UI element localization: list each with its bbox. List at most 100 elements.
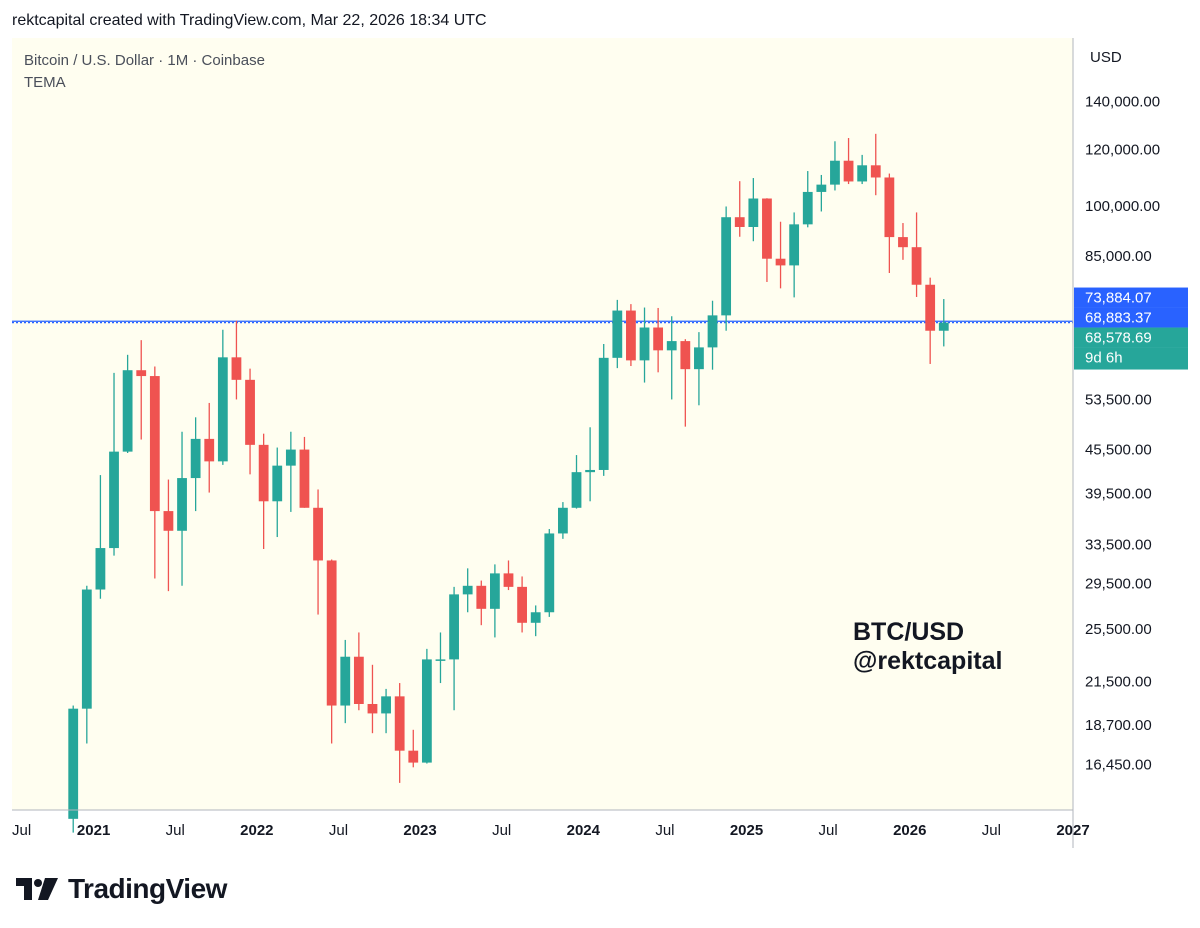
candle-2022-08[interactable]	[353, 632, 364, 711]
candle-2025-02[interactable]	[762, 198, 772, 282]
price-axis-labels[interactable]: 140,000.00 120,000.00 100,000.00 85,000.00 6…	[1085, 94, 1160, 774]
candle-2024-03[interactable]	[612, 299, 623, 369]
time-tick-label: 2024	[567, 822, 601, 839]
candle-body	[217, 357, 228, 462]
candle-body	[313, 507, 323, 561]
candle-2022-06[interactable]	[326, 559, 337, 744]
candle-2021-01[interactable]	[95, 475, 106, 599]
candle-2023-11[interactable]	[558, 502, 568, 539]
candle-2025-10[interactable]	[870, 133, 881, 196]
candle-2021-12[interactable]	[245, 368, 255, 475]
candle-2026-01[interactable]	[911, 212, 922, 297]
candle-body	[789, 224, 800, 266]
candle-2021-07[interactable]	[177, 431, 187, 586]
watermark-handle: @rektcapital	[853, 647, 1003, 675]
candle-2025-03[interactable]	[775, 221, 786, 289]
time-tick-label: Jul	[166, 822, 185, 839]
candle-2025-12[interactable]	[898, 223, 908, 260]
candle-2024-12[interactable]	[734, 181, 745, 237]
candle-2026-02[interactable]	[925, 277, 936, 364]
candle-2020-12[interactable]	[81, 585, 92, 744]
candle-2025-11[interactable]	[884, 173, 895, 273]
chart-frame[interactable]: 140,000.00 120,000.00 100,000.00 85,000.00 6…	[12, 38, 1188, 848]
candle-2022-07[interactable]	[340, 639, 351, 724]
tradingview-logo[interactable]: TradingView	[14, 873, 227, 905]
indicator-legend[interactable]: TEMA	[24, 74, 66, 91]
candle-2021-05[interactable]	[149, 366, 160, 579]
candle-2021-06[interactable]	[163, 479, 174, 592]
candle-2023-01[interactable]	[421, 648, 432, 764]
candle-body	[734, 217, 745, 227]
time-tick-label: Jul	[492, 822, 511, 839]
candle-body	[489, 573, 500, 609]
price-axis-unit[interactable]: USD	[1090, 49, 1122, 66]
time-axis-labels[interactable]: Jul 2021 Jul 2022 Jul 2023 Jul 2024 Jul 2025 Jul 20…	[12, 822, 1090, 839]
chart-legend[interactable]: Bitcoin / U.S. Dollar · 1M · Coinbase TE…	[24, 50, 265, 94]
candle-2023-05[interactable]	[476, 580, 487, 626]
candle-2023-06[interactable]	[489, 564, 500, 638]
candle-2024-08[interactable]	[680, 339, 691, 427]
candle-2025-06[interactable]	[816, 174, 827, 212]
candle-2026-03[interactable]	[938, 299, 949, 347]
candle-2021-03[interactable]	[122, 354, 133, 454]
price-tick-label: 29,500.00	[1085, 576, 1152, 593]
candle-2024-01[interactable]	[585, 427, 596, 502]
candle-body	[245, 379, 255, 445]
candle-2023-08[interactable]	[517, 576, 527, 633]
candle-2022-05[interactable]	[313, 489, 323, 615]
candle-2024-11[interactable]	[721, 206, 732, 331]
candle-2023-03[interactable]	[449, 586, 459, 711]
candle-2023-09[interactable]	[530, 605, 541, 637]
price-tick-label: 100,000.00	[1085, 198, 1160, 215]
candle-body	[802, 191, 813, 225]
candle-2023-10[interactable]	[544, 529, 555, 617]
candle-2025-09[interactable]	[857, 154, 868, 185]
chart-watermark: BTC/USD @rektcapital	[853, 618, 1002, 676]
candle-2021-11[interactable]	[231, 320, 242, 400]
time-tick-label: 2027	[1056, 822, 1089, 839]
candle-2022-03[interactable]	[285, 431, 296, 512]
symbol-legend[interactable]: Bitcoin / U.S. Dollar · 1M · Coinbase	[24, 52, 265, 69]
candle-2023-02[interactable]	[435, 632, 446, 684]
candle-2022-12[interactable]	[408, 729, 419, 768]
time-tick-label: 2025	[730, 822, 763, 839]
candle-2024-09[interactable]	[694, 332, 704, 406]
price-tick-label: 140,000.00	[1085, 94, 1160, 111]
candle-2024-02[interactable]	[598, 343, 609, 476]
candle-2022-02[interactable]	[272, 447, 283, 538]
candle-2025-04[interactable]	[789, 212, 800, 298]
candlestick-chart[interactable]: 140,000.00 120,000.00 100,000.00 85,000.00 6…	[12, 38, 1188, 848]
time-tick-label: Jul	[329, 822, 348, 839]
candle-body	[639, 327, 650, 361]
candle-2023-12[interactable]	[571, 455, 582, 509]
time-tick-label: Jul	[982, 822, 1001, 839]
candle-2022-04[interactable]	[299, 436, 310, 508]
candle-2021-02[interactable]	[109, 372, 119, 556]
candle-2020-11[interactable]	[68, 705, 79, 833]
candle-2023-07[interactable]	[503, 560, 514, 591]
candle-2023-04[interactable]	[462, 568, 473, 613]
candle-2022-10[interactable]	[381, 688, 391, 734]
candle-body	[571, 472, 582, 508]
candle-2024-07[interactable]	[666, 316, 677, 400]
candle-body	[81, 589, 92, 709]
candle-2021-04[interactable]	[136, 340, 147, 440]
candle-2021-09[interactable]	[204, 402, 215, 493]
candle-2024-10[interactable]	[707, 300, 718, 370]
candle-body	[408, 750, 419, 763]
candle-2022-09[interactable]	[367, 664, 378, 734]
candle-2025-07[interactable]	[830, 141, 840, 191]
candle-body	[762, 198, 772, 259]
candle-body	[898, 237, 908, 248]
candle-2024-06[interactable]	[653, 307, 664, 373]
candle-2025-05[interactable]	[802, 171, 813, 228]
candle-2021-10[interactable]	[217, 329, 228, 465]
candle-2024-05[interactable]	[639, 307, 650, 383]
candle-2025-08[interactable]	[843, 138, 854, 185]
candle-2024-04[interactable]	[626, 304, 636, 367]
candle-2021-08[interactable]	[190, 417, 201, 512]
candle-2022-01[interactable]	[258, 433, 269, 549]
horizontal-lines-layer	[12, 320, 1073, 324]
candle-2022-11[interactable]	[394, 683, 405, 783]
candle-2025-01[interactable]	[748, 178, 759, 242]
